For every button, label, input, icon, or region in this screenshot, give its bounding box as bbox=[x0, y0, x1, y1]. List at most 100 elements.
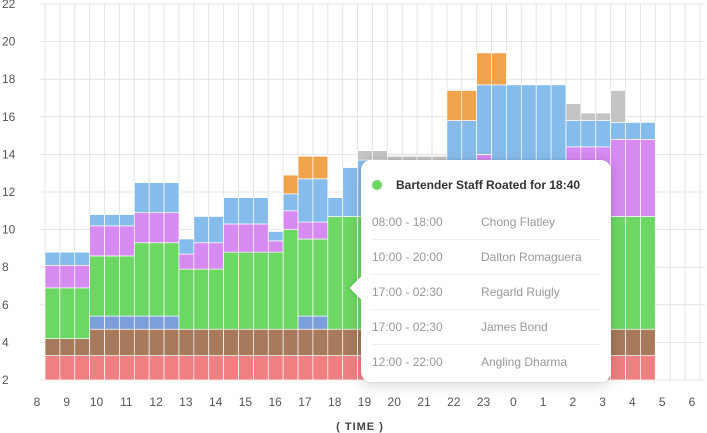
bar-segment-blue_dark bbox=[104, 315, 120, 330]
y-axis-ticks: 2 4 6 8 10 12 14 16 18 20 22 bbox=[2, 0, 16, 387]
x-tick-label: 13 bbox=[179, 395, 193, 409]
bar-segment-brown bbox=[104, 328, 120, 356]
x-tick-label: 10 bbox=[90, 395, 104, 409]
tooltip-row-name: Dalton Romaguera bbox=[481, 250, 582, 264]
bar-segment-blue_light bbox=[297, 178, 314, 223]
x-tick-label: 20 bbox=[388, 395, 402, 409]
bar-segment-violet bbox=[163, 212, 180, 244]
bar-segment-blue_light bbox=[267, 231, 284, 242]
x-tick-label: 22 bbox=[447, 395, 461, 409]
bar-segment-blue_light bbox=[133, 182, 150, 214]
x-tick-label: 16 bbox=[268, 395, 282, 409]
bar-segment-blue_light bbox=[327, 197, 344, 217]
bar-segment-brown bbox=[625, 328, 641, 356]
bar-segment-green bbox=[133, 242, 150, 317]
bar-segment-violet bbox=[59, 264, 76, 289]
y-tick-label: 4 bbox=[2, 335, 9, 349]
bar-segment-blue_dark bbox=[133, 315, 150, 330]
bar-segment-brown bbox=[640, 328, 656, 356]
bar-segment-green bbox=[119, 255, 135, 317]
bar-segment-brown bbox=[59, 338, 76, 356]
bar-segment-red bbox=[74, 355, 91, 381]
bar-segment-violet bbox=[610, 139, 626, 217]
bar-segment-red bbox=[193, 355, 210, 381]
bar-segment-violet bbox=[238, 223, 254, 253]
y-tick-label: 2 bbox=[2, 373, 9, 387]
bar-segment-green bbox=[253, 251, 269, 330]
bar-segment-blue_light bbox=[89, 214, 105, 227]
bar-segment-red bbox=[208, 355, 224, 381]
bar-segment-orange bbox=[476, 52, 492, 86]
bar-segment-gray bbox=[595, 112, 611, 121]
x-tick-label: 18 bbox=[328, 395, 342, 409]
y-tick-label: 20 bbox=[2, 35, 16, 49]
bar-segment-blue_light bbox=[610, 122, 626, 140]
y-tick-label: 18 bbox=[2, 72, 16, 86]
bar-segment-blue_light bbox=[148, 182, 165, 214]
bar-segment-red bbox=[178, 355, 195, 381]
bar-segment-brown bbox=[133, 328, 150, 356]
bar-segment-green bbox=[610, 216, 626, 330]
bar-segment-green bbox=[89, 255, 105, 317]
bar-segment-red bbox=[238, 355, 254, 381]
bar-segment-red bbox=[625, 355, 641, 381]
bar-segment-red bbox=[223, 355, 239, 381]
bar-segment-brown bbox=[119, 328, 135, 356]
bar-segment-violet bbox=[282, 210, 299, 230]
bar-segment-red bbox=[327, 355, 344, 381]
bar-segment-gray bbox=[580, 112, 597, 121]
bar-segment-green bbox=[178, 268, 195, 330]
x-tick-label: 15 bbox=[239, 395, 253, 409]
bar-segment-red bbox=[119, 355, 135, 381]
bar-segment-orange bbox=[312, 155, 329, 180]
tooltip-row-name: Angling Dharma bbox=[481, 355, 568, 369]
bar-segment-violet bbox=[104, 225, 120, 257]
bar-segment-green bbox=[44, 287, 61, 339]
tooltip-row-time: 17:00 - 02:30 bbox=[372, 285, 443, 299]
bar-segment-blue_dark bbox=[89, 315, 105, 330]
bar-segment-orange bbox=[461, 90, 478, 121]
x-tick-label: 14 bbox=[209, 395, 223, 409]
bar-segment-violet bbox=[44, 264, 61, 289]
bar-segment-green bbox=[327, 216, 344, 330]
bar-segment-green bbox=[104, 255, 120, 317]
bar-segment-brown bbox=[267, 328, 284, 356]
bar-segment-green bbox=[193, 268, 210, 330]
x-tick-label: 19 bbox=[358, 395, 372, 409]
bar-segment-blue_light bbox=[282, 193, 299, 212]
bar-segment-violet bbox=[193, 242, 210, 270]
bar-segment-green bbox=[223, 251, 239, 330]
bar-segment-brown bbox=[44, 338, 61, 356]
bar-segment-blue_light bbox=[580, 120, 597, 148]
bar-segment-green bbox=[238, 251, 254, 330]
x-tick-label: 2 bbox=[570, 395, 577, 409]
bar-segment-blue_light bbox=[565, 120, 582, 148]
bar-segment-brown bbox=[148, 328, 165, 356]
bar-segment-orange bbox=[446, 90, 463, 121]
bar-segment-gray bbox=[565, 103, 582, 121]
bar-segment-blue_light bbox=[178, 238, 195, 255]
bar-segment-red bbox=[610, 355, 626, 381]
bar-segment-red bbox=[133, 355, 150, 381]
bar-segment-red bbox=[89, 355, 105, 381]
y-tick-label: 14 bbox=[2, 147, 16, 161]
bar-segment-gray bbox=[610, 90, 626, 123]
bar-segment-brown bbox=[163, 328, 180, 356]
bar-segment-blue_light bbox=[342, 167, 358, 217]
bar-segment-violet bbox=[148, 212, 165, 244]
bar-segment-violet bbox=[297, 221, 314, 240]
bar-segment-blue_light bbox=[476, 84, 492, 155]
bar-segment-red bbox=[59, 355, 76, 381]
y-tick-label: 22 bbox=[2, 0, 16, 11]
y-tick-label: 10 bbox=[2, 223, 16, 237]
bar-segment-red bbox=[640, 355, 656, 381]
x-tick-label: 0 bbox=[510, 395, 517, 409]
tooltip-row: 17:00 - 02:30 James Bond bbox=[372, 310, 600, 345]
bar-segment-blue_dark bbox=[312, 315, 329, 330]
bar-segment-violet bbox=[640, 139, 656, 217]
bar-segment-brown bbox=[89, 328, 105, 356]
bar-segment-brown bbox=[74, 338, 91, 356]
bar-segment-violet bbox=[625, 139, 641, 217]
bar-segment-green bbox=[74, 287, 91, 339]
tooltip-row-time: 17:00 - 02:30 bbox=[372, 320, 443, 334]
